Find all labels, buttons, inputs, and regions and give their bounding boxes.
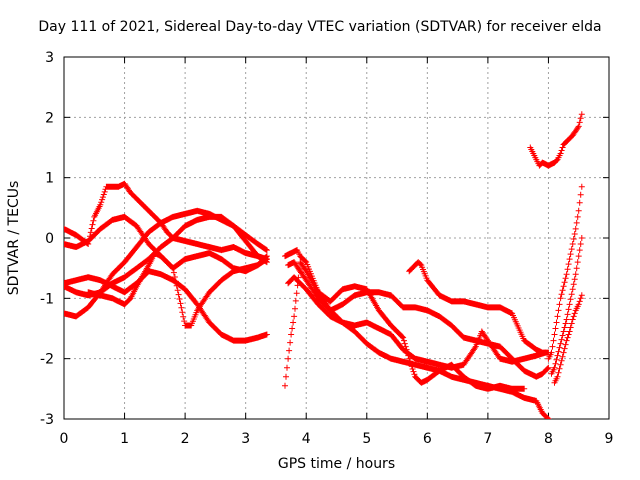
- y-tick-label: -3: [40, 412, 54, 428]
- data-points-track-4: [64, 207, 270, 320]
- data-series-track-12: [527, 111, 585, 169]
- data-points-track-15: [551, 292, 585, 386]
- data-points-track-5: [64, 268, 270, 344]
- x-tick-label: 6: [423, 431, 432, 447]
- data-points-track-10: [282, 259, 528, 392]
- y-tick-label: 0: [45, 231, 54, 247]
- data-series-track-11: [406, 259, 552, 356]
- x-axis-label: GPS time / hours: [277, 456, 396, 472]
- data-series-track-15: [551, 292, 585, 386]
- data-series-track-10: [282, 259, 528, 392]
- y-tick-label: 3: [45, 50, 54, 66]
- x-tick-label: 9: [605, 431, 614, 447]
- data-points-track-6: [85, 250, 270, 329]
- x-tick-label: 7: [483, 431, 492, 447]
- data-points-track-14: [548, 235, 585, 377]
- data-series-track-6: [85, 250, 270, 329]
- x-tick-label: 0: [60, 431, 69, 447]
- x-tick-label: 5: [362, 431, 371, 447]
- data-series-track-5: [64, 268, 270, 344]
- x-tick-label: 8: [544, 431, 553, 447]
- data-series-track-4: [64, 207, 270, 320]
- x-tick-label: 1: [120, 431, 129, 447]
- data-points-track-13: [545, 183, 585, 362]
- data-points-track-8: [285, 259, 552, 380]
- data-series-track-13: [545, 183, 585, 362]
- y-axis-label: SDTVAR / TECUs: [6, 180, 22, 296]
- y-tick-label: -1: [40, 291, 54, 307]
- y-tick-label: 2: [45, 110, 54, 126]
- data-points-track-11: [406, 259, 552, 356]
- data-series-track-8: [285, 259, 552, 380]
- x-tick-label: 4: [302, 431, 311, 447]
- x-tick-label: 3: [241, 431, 250, 447]
- y-tick-label: 1: [45, 171, 54, 187]
- chart-title: Day 111 of 2021, Sidereal Day-to-day VTE…: [38, 19, 602, 35]
- data-series-track-14: [548, 235, 585, 377]
- x-tick-label: 2: [181, 431, 190, 447]
- data-points-track-12: [527, 111, 585, 169]
- y-tick-label: -2: [40, 352, 54, 368]
